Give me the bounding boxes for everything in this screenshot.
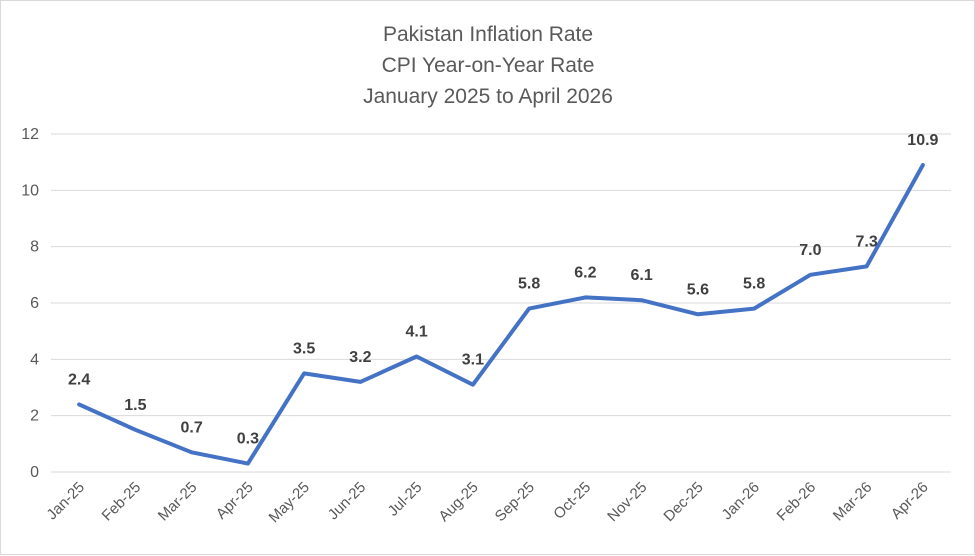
y-tick-label: 10: [21, 182, 39, 199]
y-tick-label: 12: [21, 126, 39, 143]
data-label: 3.1: [462, 352, 484, 369]
data-label: 7.0: [799, 242, 821, 259]
x-tick-label: Oct-25: [550, 479, 594, 523]
x-tick-label: Feb-26: [774, 479, 820, 525]
series: [77, 163, 925, 466]
data-label: 10.9: [907, 132, 938, 149]
x-tick-label: Mar-26: [830, 479, 876, 525]
chart-title-line-1: Pakistan Inflation Rate: [383, 23, 593, 46]
x-axis: Jan-25 Feb-25 Mar-25 Apr-25 May-25 Jun-25 Jul-…: [43, 479, 931, 526]
x-tick-label: May-25: [266, 479, 313, 526]
x-tick-label: Jun-25: [325, 479, 369, 523]
y-tick-label: 4: [30, 351, 39, 368]
data-label: 3.2: [349, 349, 371, 366]
data-label: 2.4: [68, 371, 90, 388]
x-tick-label: Apr-25: [213, 479, 257, 523]
y-tick-label: 8: [30, 239, 39, 256]
x-tick-label: Mar-25: [155, 479, 201, 525]
x-tick-label: Feb-25: [99, 479, 145, 525]
data-label: 5.8: [518, 276, 540, 293]
x-tick-label: Dec-25: [660, 479, 706, 525]
x-tick-label: Apr-26: [888, 479, 932, 523]
data-label: 3.5: [293, 340, 315, 357]
chart-title-line-3: January 2025 to April 2026: [363, 85, 613, 108]
chart-title: Pakistan Inflation Rate CPI Year-on-Year…: [363, 23, 613, 108]
x-tick-label: Jan-26: [718, 479, 762, 523]
x-tick-label: Aug-25: [435, 479, 481, 525]
data-label: 0.7: [181, 419, 203, 436]
x-tick-label: Sep-25: [492, 479, 538, 525]
data-label: 4.1: [406, 324, 428, 341]
data-label: 5.8: [743, 276, 765, 293]
chart-title-line-2: CPI Year-on-Year Rate: [382, 54, 595, 77]
data-labels: 2.4 1.5 0.7 0.3 3.5 3.2 4.1 3.1 5.8 6.2 6.1 5.6 5.8 7…: [68, 132, 939, 448]
series-line: [77, 163, 925, 466]
data-label: 6.1: [631, 267, 653, 284]
data-label: 7.3: [856, 233, 878, 250]
data-label: 5.6: [687, 281, 709, 298]
y-tick-label: 6: [30, 295, 39, 312]
data-label: 1.5: [124, 397, 146, 414]
x-tick-label: Jul-25: [385, 479, 426, 520]
gridlines: [51, 133, 951, 473]
y-axis: 0 2 4 6 8 10 12: [21, 126, 39, 481]
data-label: 0.3: [237, 431, 259, 448]
data-label: 6.2: [574, 264, 596, 281]
x-tick-label: Jan-25: [43, 479, 87, 523]
y-tick-label: 2: [30, 408, 39, 425]
y-tick-label: 0: [30, 464, 39, 481]
x-tick-label: Nov-25: [604, 479, 650, 525]
